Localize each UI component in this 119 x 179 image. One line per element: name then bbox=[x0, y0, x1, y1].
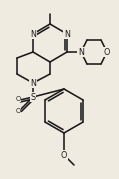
Text: S: S bbox=[30, 93, 36, 101]
Text: O: O bbox=[15, 108, 21, 114]
Text: O: O bbox=[104, 47, 110, 57]
Text: O: O bbox=[15, 96, 21, 102]
Text: N: N bbox=[78, 47, 84, 57]
Text: N: N bbox=[64, 30, 70, 38]
Text: N: N bbox=[30, 79, 36, 88]
Text: N: N bbox=[30, 30, 36, 38]
Text: O: O bbox=[61, 151, 67, 159]
